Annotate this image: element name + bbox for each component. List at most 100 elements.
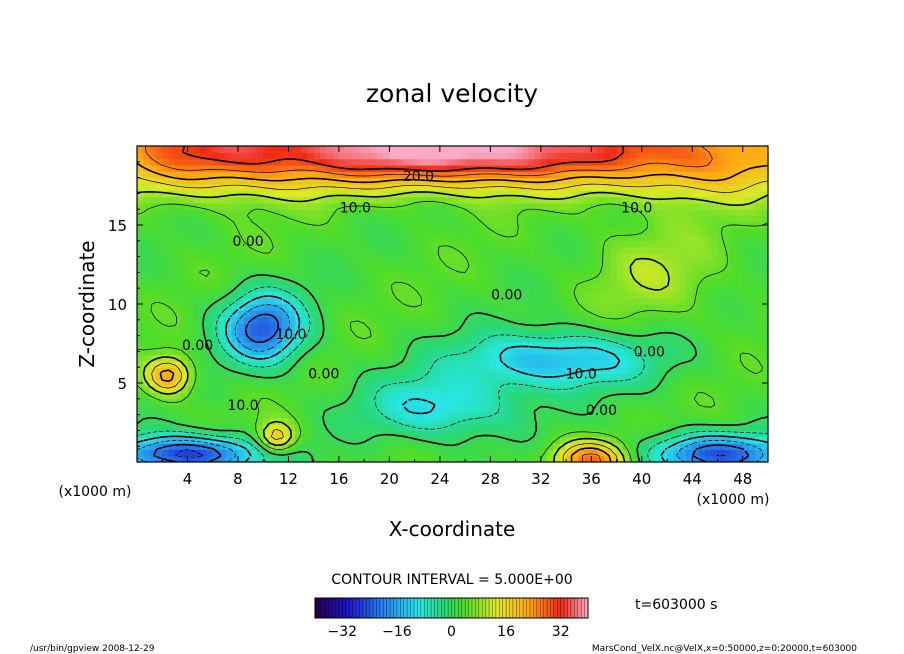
field-cell: [540, 215, 548, 223]
field-cell: [225, 240, 233, 248]
field-cell: [383, 367, 390, 375]
field-cell: [395, 240, 403, 248]
field-cell: [250, 202, 258, 210]
field-cell: [667, 348, 674, 356]
field-cell: [578, 196, 586, 204]
field-cell: [547, 304, 555, 311]
field-cell: [540, 164, 548, 172]
field-cell: [307, 146, 315, 153]
field-cell: [402, 177, 409, 185]
field-cell: [275, 304, 283, 311]
field-cell: [301, 341, 308, 349]
field-cell: [200, 449, 208, 457]
field-cell: [187, 297, 195, 305]
field-cell: [244, 405, 252, 413]
field-cell: [168, 310, 176, 318]
field-cell: [269, 202, 277, 210]
field-cell: [376, 379, 384, 387]
field-cell: [749, 272, 756, 280]
field-cell: [711, 152, 719, 160]
field-cell: [414, 297, 422, 305]
field-cell: [446, 146, 454, 153]
field-cell: [345, 152, 353, 160]
field-cell: [509, 405, 517, 413]
field-cell: [698, 234, 706, 242]
field-cell: [338, 392, 346, 400]
field-cell: [673, 430, 681, 438]
field-cell: [698, 190, 706, 198]
field-cell: [256, 360, 264, 368]
field-cell: [282, 329, 290, 337]
field-cell: [742, 158, 750, 166]
field-cell: [559, 228, 567, 236]
field-cell: [673, 164, 681, 172]
field-cell: [755, 398, 763, 406]
field-cell: [313, 417, 321, 425]
field-cell: [566, 278, 573, 286]
field-cell: [528, 285, 536, 292]
field-cell: [667, 398, 674, 406]
field-cell: [736, 152, 744, 160]
field-cell: [667, 304, 674, 311]
field-cell: [540, 436, 548, 444]
field-cell: [622, 367, 630, 375]
field-cell: [704, 373, 712, 381]
field-cell: [402, 291, 409, 299]
field-cell: [566, 240, 573, 248]
field-cell: [402, 146, 409, 153]
field-cell: [143, 209, 151, 217]
field-cell: [452, 436, 460, 444]
field-cell: [566, 392, 573, 400]
field-cell: [313, 310, 321, 318]
field-cell: [616, 247, 624, 255]
field-cell: [269, 158, 277, 166]
field-cell: [206, 386, 214, 394]
field-cell: [528, 392, 536, 400]
field-cell: [654, 291, 662, 299]
field-cell: [313, 316, 321, 324]
field-cell: [383, 215, 390, 223]
field-cell: [420, 405, 428, 413]
field-cell: [673, 341, 681, 349]
field-cell: [730, 373, 738, 381]
field-cell: [515, 386, 523, 394]
field-cell: [521, 430, 529, 438]
field-cell: [566, 228, 573, 236]
field-cell: [420, 348, 428, 356]
field-cell: [219, 158, 226, 166]
field-cell: [269, 247, 277, 255]
field-cell: [187, 146, 195, 153]
field-cell: [231, 202, 239, 210]
field-cell: [559, 354, 567, 362]
field-cell: [237, 398, 245, 406]
field-cell: [193, 449, 201, 457]
field-cell: [389, 455, 397, 462]
field-cell: [553, 367, 561, 375]
field-cell: [237, 146, 245, 153]
field-cell: [591, 354, 599, 362]
field-cell: [452, 228, 460, 236]
field-cell: [698, 310, 706, 318]
field-cell: [143, 329, 151, 337]
field-cell: [641, 417, 649, 425]
field-cell: [730, 272, 738, 280]
field-cell: [408, 386, 416, 394]
field-cell: [660, 367, 668, 375]
field-cell: [597, 348, 605, 356]
field-cell: [338, 360, 346, 368]
field-cell: [364, 259, 372, 267]
field-cell: [313, 386, 321, 394]
field-cell: [566, 183, 573, 191]
field-cell: [206, 190, 214, 198]
field-cell: [566, 443, 573, 450]
field-cell: [250, 196, 258, 204]
field-cell: [553, 272, 561, 280]
field-cell: [755, 177, 763, 185]
field-cell: [704, 316, 712, 324]
field-cell: [452, 379, 460, 387]
field-cell: [168, 411, 176, 419]
field-cell: [307, 171, 315, 179]
field-cell: [641, 272, 649, 280]
field-cell: [547, 259, 555, 267]
field-cell: [698, 202, 706, 210]
